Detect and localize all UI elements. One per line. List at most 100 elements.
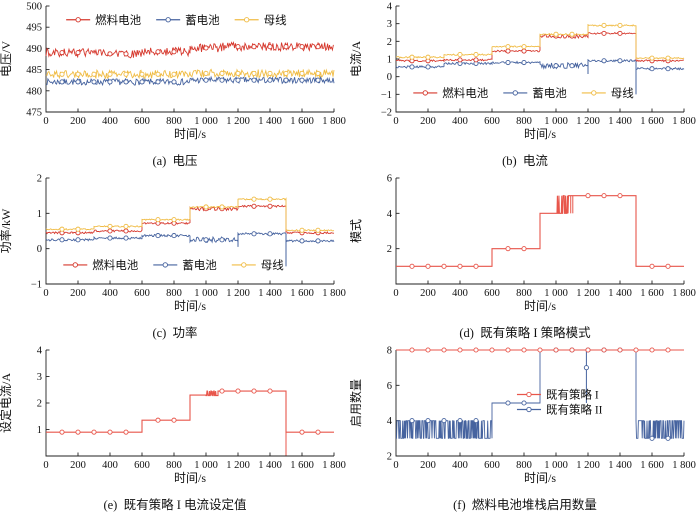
series-markers [409, 347, 671, 353]
x-tick-label: 400 [102, 288, 118, 299]
x-tick-label: 1 400 [258, 116, 282, 127]
y-tick-label: 2 [37, 174, 42, 185]
y-tick-label: 1 [387, 55, 392, 66]
y-tick-label: 0 [37, 244, 42, 255]
y-tick-label: 6 [387, 381, 392, 392]
series-markers [409, 22, 671, 61]
x-tick-label: 800 [516, 460, 532, 471]
y-tick-label: 0 [387, 72, 392, 83]
series-markers [59, 77, 321, 85]
caption-power: (c) 功率 [152, 326, 198, 340]
caption-stack-count: (f) 燃料电池堆栈启用数量 [453, 498, 597, 512]
legend: 燃料电池 蓄电池 母线 [66, 13, 287, 27]
x-tick-label: 1 400 [258, 288, 282, 299]
y-tick-label: 1 [37, 209, 42, 220]
x-tick-label: 1 600 [290, 460, 314, 471]
x-tick-label: 400 [102, 460, 118, 471]
series-line [45, 231, 335, 244]
x-tick-label: 1 000 [194, 116, 218, 127]
x-tick-label: 1 200 [226, 460, 250, 471]
x-tick-label: 1 800 [322, 116, 346, 127]
chart-stack-count: 2 4 6 8 0 200 400 600 800 1 000 1 200 1 400 1 600 1 8… [350, 346, 696, 486]
y-axis-label: 启用数量 [350, 379, 363, 427]
x-tick-label: 1 000 [194, 288, 218, 299]
legend-label: 蓄电池 [182, 259, 217, 272]
y-tick-label: 2 [387, 244, 392, 255]
series-line [396, 195, 684, 267]
y-tick-label: 4 [387, 209, 393, 220]
y-tick-label: −1 [31, 280, 42, 291]
series-markers [59, 196, 321, 233]
chart-strategy1-current-setpoint: 1 2 3 4 0 200 400 600 800 1 000 1 200 1 400 1 600 1 8… [0, 346, 346, 486]
series-line [396, 23, 685, 60]
series-line [45, 41, 334, 59]
legend-marker-sample [162, 262, 168, 268]
x-tick-label: 1 200 [576, 116, 600, 127]
x-tick-label: 400 [452, 116, 468, 127]
legend-label: 既有策略 I [546, 388, 599, 402]
y-axis-label: 电流/A [350, 41, 363, 77]
x-tick-label: 600 [134, 288, 150, 299]
y-tick-label: 4 [37, 346, 43, 357]
x-axis-label: 时间/s [174, 471, 206, 485]
legend-label: 燃料电池 [95, 13, 141, 27]
x-tick-label: 1 600 [640, 460, 664, 471]
legend-marker-sample [422, 90, 428, 96]
y-axis-label: 功率/kW [0, 208, 13, 253]
x-tick-label: 1 800 [322, 288, 346, 299]
x-tick-label: 1 000 [544, 460, 568, 471]
x-tick-label: 1 400 [608, 460, 632, 471]
series-markers [59, 388, 321, 435]
x-tick-label: 200 [420, 288, 436, 299]
x-tick-label: 800 [516, 288, 532, 299]
series-line [45, 68, 335, 80]
y-tick-label: 2 [387, 37, 392, 48]
x-tick-label: 1 200 [226, 288, 250, 299]
y-tick-label: 3 [387, 19, 392, 30]
legend-marker-sample [72, 262, 78, 268]
caption-strategy1-mode: (d) 既有策略 I 策略模式 [459, 326, 591, 340]
subplot-strategy1-mode: 2 4 6 0 200 400 600 800 1 000 1 200 1 400 1 600 1 80… [350, 172, 700, 344]
x-tick-label: 1 400 [258, 460, 282, 471]
x-tick-label: 800 [166, 116, 182, 127]
y-tick-label: 4 [387, 416, 393, 427]
legend-marker-sample [526, 391, 532, 398]
legend-marker-sample [512, 90, 518, 96]
y-tick-label: 490 [26, 44, 42, 55]
x-tick-label: 0 [43, 288, 48, 299]
y-tick-label: 2 [37, 399, 42, 410]
x-tick-label: 400 [452, 460, 468, 471]
subplot-strategy1-current-setpoint: 1 2 3 4 0 200 400 600 800 1 000 1 200 1 400 1 600 1 8… [0, 344, 350, 517]
x-axis-label: 时间/s [524, 471, 556, 485]
x-tick-label: 200 [420, 460, 436, 471]
x-tick-label: 200 [70, 116, 86, 127]
legend-marker-sample [526, 406, 532, 413]
series-markers [409, 193, 671, 269]
x-tick-label: 1 000 [544, 288, 568, 299]
caption-voltage: (a) 电压 [152, 154, 198, 168]
subplot-power: −1 0 1 2 0 200 400 600 800 1 000 1 200 1 400 1 600 1 … [0, 172, 350, 344]
y-tick-label: 475 [26, 108, 42, 119]
legend: 燃料电池 蓄电池 母线 [413, 86, 634, 100]
legend-marker-sample [165, 17, 171, 23]
y-tick-label: 1 [37, 425, 42, 436]
x-tick-label: 600 [134, 116, 150, 127]
x-axis-label: 时间/s [524, 299, 556, 313]
x-tick-label: 600 [134, 460, 150, 471]
y-axis-label: 电压/V [0, 41, 13, 77]
x-tick-label: 0 [43, 460, 48, 471]
legend-label: 母线 [264, 13, 287, 27]
x-tick-label: 800 [166, 460, 182, 471]
legend-label: 母线 [261, 258, 284, 272]
x-tick-label: 1 000 [544, 116, 568, 127]
x-tick-label: 200 [420, 116, 436, 127]
x-tick-label: 600 [484, 116, 500, 127]
y-tick-label: 3 [37, 372, 42, 383]
x-tick-label: 0 [393, 288, 398, 299]
legend-label: 既有策略 II [546, 403, 603, 417]
series-line [46, 390, 334, 433]
x-tick-label: 600 [484, 460, 500, 471]
x-tick-label: 400 [452, 288, 468, 299]
x-axis-label: 时间/s [524, 127, 556, 141]
